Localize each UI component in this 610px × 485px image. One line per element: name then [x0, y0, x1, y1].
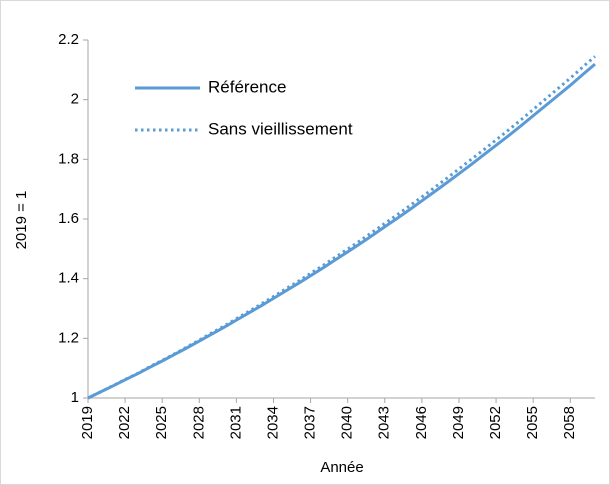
x-tick-label: 2028 — [190, 406, 207, 439]
x-axis-label: Année — [320, 459, 363, 476]
y-tick-label: 1.2 — [58, 329, 79, 346]
x-tick-label: 2031 — [227, 406, 244, 439]
x-tick-label: 2034 — [264, 406, 281, 439]
y-tick-label: 2.2 — [58, 31, 79, 48]
x-tick-label: 2052 — [487, 406, 504, 439]
x-tick-label: 2040 — [339, 406, 356, 439]
y-tick-label: 1.4 — [58, 270, 79, 287]
x-tick-label: 2046 — [413, 406, 430, 439]
x-tick-label: 2025 — [153, 406, 170, 439]
x-tick-label: 2022 — [116, 406, 133, 439]
y-tick-label: 2 — [71, 91, 79, 108]
x-tick-label: 2058 — [561, 406, 578, 439]
x-tick-label: 2019 — [79, 406, 96, 439]
x-tick-label: 2043 — [376, 406, 393, 439]
x-tick-label: 2055 — [524, 406, 541, 439]
legend-label: Référence — [208, 77, 286, 96]
x-tick-label: 2049 — [450, 406, 467, 439]
series-line — [87, 63, 596, 400]
y-tick-label: 1.6 — [58, 210, 79, 227]
x-tick-label: 2037 — [302, 406, 319, 439]
legend-label: Sans vieillissement — [208, 119, 353, 138]
y-axis-label: 2019 = 1 — [13, 191, 30, 250]
y-tick-label: 1 — [71, 389, 79, 406]
y-tick-label: 1.8 — [58, 150, 79, 167]
